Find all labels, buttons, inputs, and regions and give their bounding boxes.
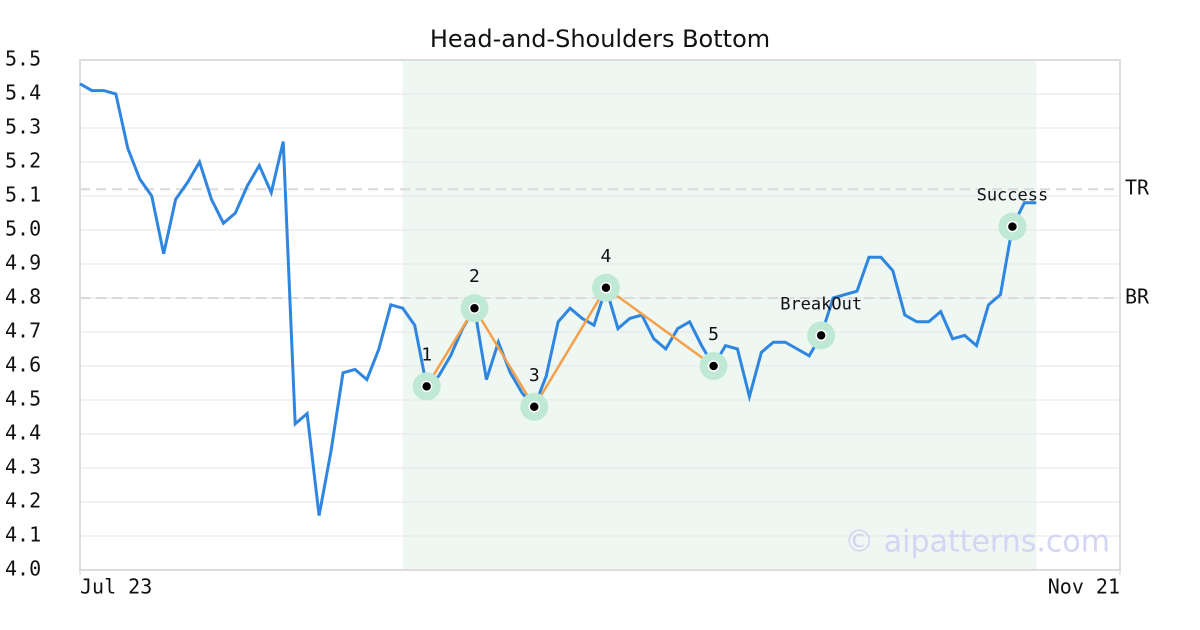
point-label: 4 — [601, 246, 612, 267]
point-label: 2 — [469, 266, 480, 287]
y-tick-label: 4.2 — [5, 489, 41, 513]
point-dot — [468, 302, 481, 314]
chart-title: Head-and-Shoulders Bottom — [430, 25, 770, 53]
y-tick-label: 4.6 — [5, 353, 41, 377]
y-tick-label: 5.5 — [5, 47, 41, 71]
watermark: © aipatterns.com — [844, 525, 1110, 560]
point-label: 5 — [708, 324, 719, 345]
point-dot — [707, 360, 720, 372]
y-tick-label: 5.0 — [5, 217, 41, 241]
y-tick-label: 5.3 — [5, 115, 41, 139]
level-label: TR — [1125, 176, 1150, 200]
point-dot — [815, 329, 827, 342]
y-tick-label: 4.8 — [5, 285, 41, 309]
point-label: BreakOut — [780, 294, 862, 314]
y-tick-label: 4.7 — [5, 319, 41, 343]
y-tick-label: 4.1 — [5, 523, 41, 547]
x-tick-label: Nov 21 — [1048, 575, 1120, 599]
plot-frame — [79, 59, 1121, 571]
highlight-region — [402, 60, 1037, 570]
y-tick-label: 5.2 — [5, 149, 41, 173]
x-tick-label: Jul 23 — [80, 575, 152, 599]
point-label: 3 — [529, 365, 540, 386]
y-tick-label: 4.0 — [5, 557, 41, 581]
y-tick-label: 5.1 — [5, 183, 41, 207]
point-dot — [528, 401, 541, 413]
y-tick-label: 4.9 — [5, 251, 41, 275]
point-label: Success — [977, 186, 1049, 206]
level-label: BR — [1125, 285, 1150, 309]
price-line — [79, 82, 1037, 516]
point-label: 1 — [421, 344, 432, 365]
y-tick-label: 4.3 — [5, 455, 41, 479]
y-tick-label: 4.5 — [5, 387, 41, 411]
y-tick-label: 5.4 — [5, 81, 41, 105]
point-dot — [420, 380, 433, 393]
point-dot — [600, 282, 612, 294]
y-tick-label: 4.4 — [5, 421, 41, 445]
point-dot — [1006, 220, 1019, 233]
